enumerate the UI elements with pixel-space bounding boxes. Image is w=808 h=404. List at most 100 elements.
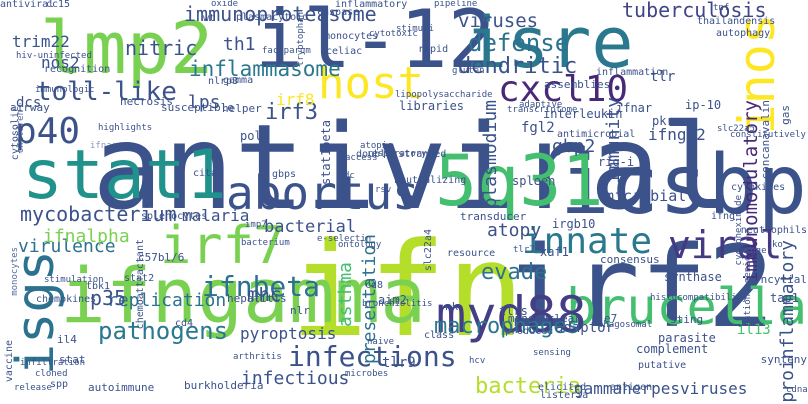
word-cloud-word: elicited bbox=[538, 382, 587, 393]
word-cloud-word: listeria bbox=[540, 390, 589, 401]
word-cloud-word: irgb10 bbox=[552, 217, 596, 231]
word-cloud-word: host bbox=[318, 58, 424, 109]
word-cloud-word: assemblies bbox=[544, 78, 611, 91]
word-cloud-word: susceptible bbox=[161, 101, 234, 114]
word-cloud-word: cytokines bbox=[731, 182, 786, 193]
word-cloud-word: inflammasome bbox=[189, 57, 341, 81]
word-cloud-word: inflammation bbox=[596, 67, 669, 78]
word-cloud-word: cloned bbox=[35, 369, 68, 379]
word-cloud-word: bacterial bbox=[264, 217, 357, 237]
word-cloud-word: stat1 bbox=[22, 136, 227, 215]
word-cloud-word: bacterium bbox=[241, 238, 290, 248]
word-cloud-word: immunoproteasome bbox=[184, 2, 377, 26]
word-cloud-word: macrophages bbox=[434, 314, 580, 339]
word-cloud-word: cd4 bbox=[175, 318, 194, 329]
word-cloud-word: wt bbox=[203, 13, 216, 24]
word-cloud-word: e7 bbox=[604, 312, 618, 325]
word-cloud-word: transcriptome bbox=[507, 105, 578, 115]
word-cloud-word: ifn bbox=[290, 214, 525, 366]
word-cloud-word: bronchiolitis bbox=[362, 299, 433, 309]
word-cloud-word: lmp2 bbox=[40, 6, 214, 90]
word-cloud-word: syncytial bbox=[747, 273, 807, 286]
word-cloud-word: spp bbox=[50, 379, 69, 390]
word-cloud-word: lps bbox=[188, 92, 221, 113]
word-cloud-word: ip-10 bbox=[685, 98, 722, 112]
word-cloud-word: gbp2 bbox=[552, 136, 596, 157]
word-cloud-word: autoimmune bbox=[88, 381, 155, 394]
word-cloud-word: ifngr2 bbox=[648, 125, 706, 144]
word-cloud-word: irf7 bbox=[160, 216, 286, 276]
word-cloud-word: microbial bbox=[605, 187, 687, 205]
word-cloud-word: tlr9 bbox=[382, 355, 416, 371]
word-cloud-word: spleen bbox=[512, 174, 556, 188]
word-cloud-word: libraries bbox=[399, 99, 465, 113]
word-cloud-word: complement bbox=[636, 342, 709, 356]
word-cloud-word: ifng bbox=[711, 211, 736, 222]
word-cloud-word: monocytes bbox=[324, 31, 379, 42]
word-cloud-word: il13 bbox=[737, 322, 771, 338]
word-cloud-word: rig-i bbox=[598, 155, 635, 169]
word-cloud-word: dendritic bbox=[458, 54, 578, 79]
word-cloud-word: transducer bbox=[460, 210, 527, 223]
word-cloud-word: dc bbox=[344, 171, 355, 181]
word-cloud-word: antimicrobial bbox=[557, 129, 636, 140]
word-cloud-word: splenocytes bbox=[141, 211, 208, 222]
word-cloud-word: synthase bbox=[664, 270, 722, 284]
word-cloud-word: synteny bbox=[760, 353, 807, 366]
word-cloud-word: tuberculosis bbox=[622, 0, 767, 22]
word-cloud-word: th1 bbox=[223, 34, 256, 55]
word-cloud-word: cdna bbox=[786, 385, 808, 395]
word-cloud-word: neutralizing bbox=[394, 175, 467, 186]
word-cloud-word: il4 bbox=[57, 333, 77, 346]
word-cloud-word: stimuli bbox=[396, 24, 434, 34]
word-cloud-word: neutrophils bbox=[740, 225, 807, 236]
word-cloud-word: tap1 bbox=[770, 291, 799, 305]
word-cloud-word: celiac bbox=[326, 46, 363, 57]
word-cloud-word: interleukin bbox=[543, 107, 623, 121]
word-cloud-word: gbps bbox=[272, 169, 297, 180]
word-cloud-word: p40 bbox=[15, 111, 81, 152]
word-cloud-word: cycloheximide bbox=[734, 195, 744, 266]
word-cloud-word: proinflammatory bbox=[777, 240, 798, 403]
word-cloud-word: resource bbox=[447, 248, 496, 259]
word-cloud-word: release bbox=[14, 383, 52, 393]
word-cloud-word: nlrp3 bbox=[208, 76, 239, 87]
word-cloud-word: inflammatory bbox=[335, 0, 408, 10]
word-cloud-word: nitric bbox=[125, 36, 198, 60]
word-cloud-word: toll-like bbox=[36, 77, 177, 107]
word-cloud-word: bacteria bbox=[475, 374, 581, 399]
word-cloud-word: evade bbox=[481, 260, 548, 285]
word-cloud-word: adaptor bbox=[555, 320, 615, 336]
word-cloud-word: myd88 bbox=[436, 286, 587, 344]
word-cloud-word: ifnar bbox=[90, 141, 118, 151]
word-cloud-word: lipopolysaccharide bbox=[395, 90, 493, 100]
word-cloud-word: ifnbeta bbox=[202, 270, 321, 303]
word-cloud-word: trigger bbox=[734, 246, 772, 256]
word-cloud-word: helper bbox=[222, 102, 262, 115]
word-cloud-word: thailandensis bbox=[697, 16, 776, 27]
word-cloud-word: histocompatibility bbox=[650, 293, 748, 303]
word-cloud-word: plasmodium bbox=[480, 100, 501, 209]
word-cloud-word: infectious bbox=[241, 368, 350, 389]
word-cloud-word: e-selectin bbox=[317, 234, 372, 244]
word-cloud-word: tnf bbox=[713, 3, 730, 13]
word-cloud-word: ontology bbox=[338, 240, 382, 250]
word-cloud-word: stimulation bbox=[44, 275, 104, 285]
word-cloud-word: poly bbox=[240, 129, 269, 143]
word-cloud-word: cc15 bbox=[46, 0, 71, 10]
word-cloud-word: nos2 bbox=[41, 53, 80, 72]
word-cloud-word: pyroptosis bbox=[240, 324, 337, 343]
word-cloud-word: cxcl10 bbox=[498, 69, 629, 110]
word-cloud-word: atopic bbox=[360, 141, 393, 151]
word-cloud-word: tryptophan bbox=[296, 12, 306, 67]
word-cloud-word: dcs bbox=[16, 95, 42, 111]
word-cloud-word: slc22a4 bbox=[423, 229, 434, 272]
word-cloud-word: gammaherpesviruses bbox=[574, 379, 748, 398]
word-cloud-word: tlrs bbox=[499, 304, 528, 318]
word-cloud-word: rapid bbox=[418, 44, 449, 55]
word-cloud-word: tlr bbox=[650, 69, 676, 85]
word-cloud-word: plasmacytoid bbox=[236, 12, 309, 23]
word-cloud-word: icsbp bbox=[560, 138, 807, 233]
word-cloud-word: autophagy bbox=[716, 28, 771, 39]
word-cloud-word: tbk1 bbox=[86, 281, 111, 292]
